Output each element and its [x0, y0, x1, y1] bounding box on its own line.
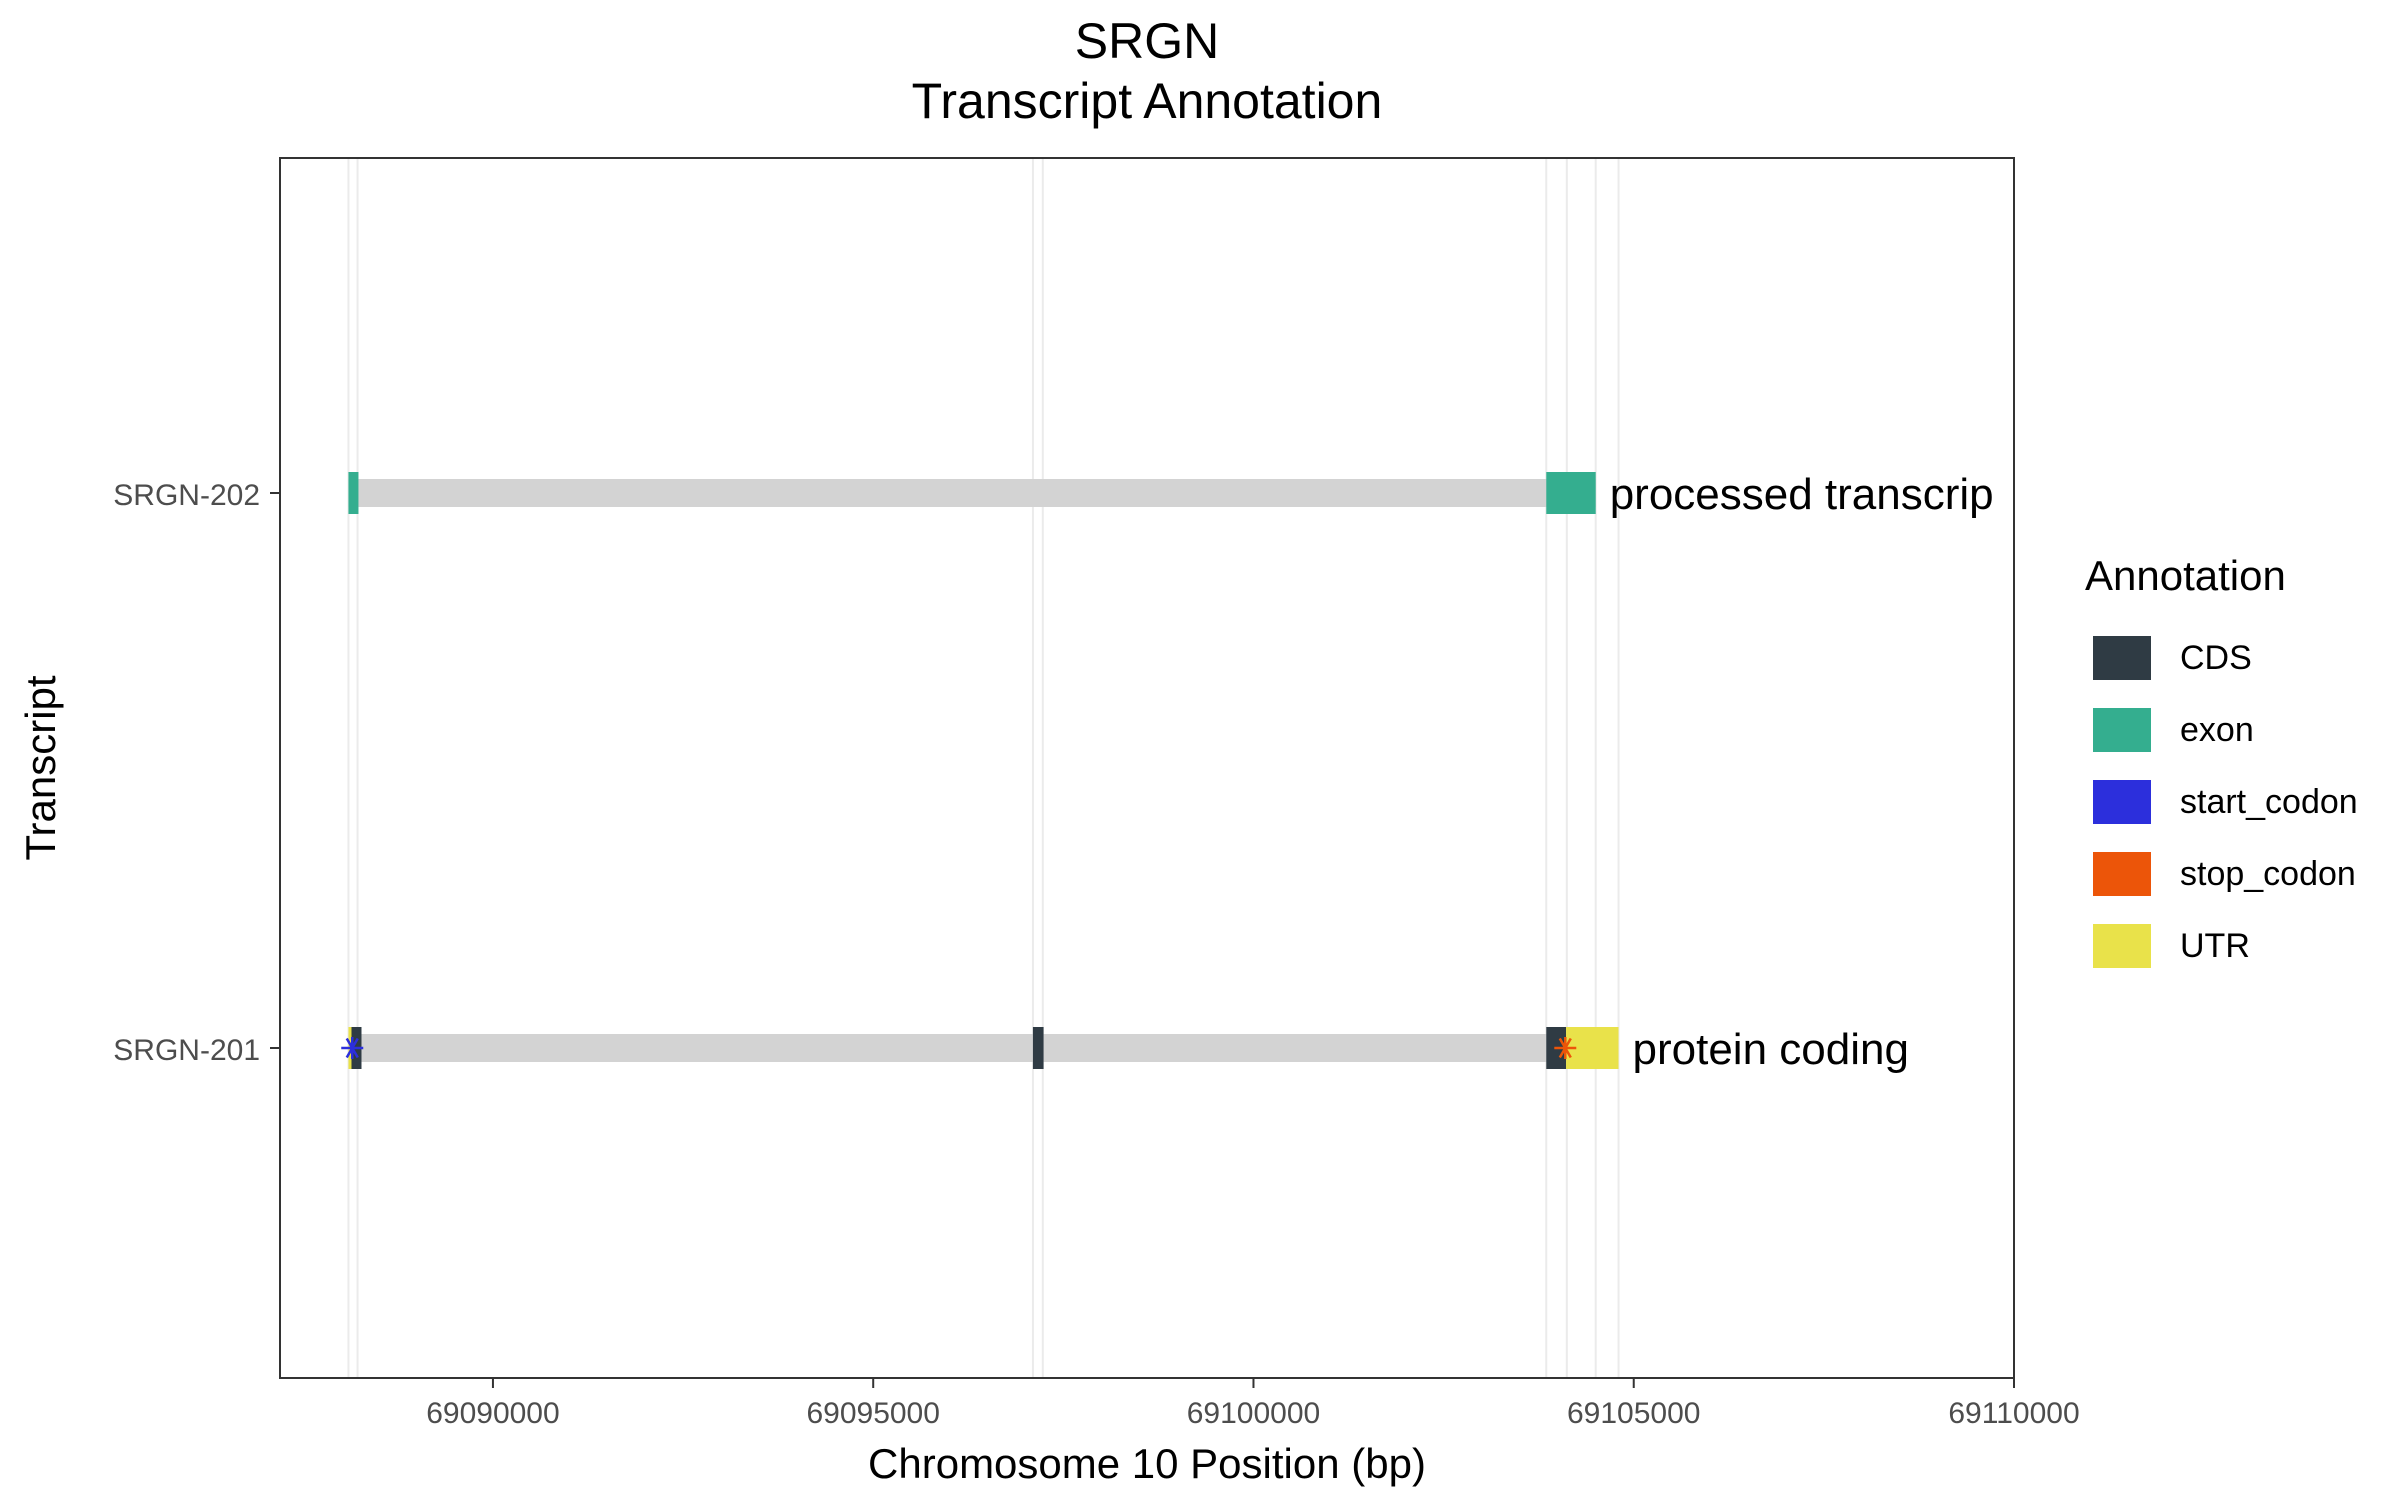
legend-swatch-stop-codon [2093, 852, 2151, 896]
grid-lines [347, 158, 1620, 1378]
feature-cds [1032, 1027, 1044, 1069]
y-tick-label: SRGN-201 [113, 1034, 260, 1067]
chart-title: SRGN [1075, 13, 1219, 69]
legend-title: Annotation [2085, 552, 2286, 599]
legend-swatch-cds [2093, 636, 2151, 680]
legend-label-utr: UTR [2180, 927, 2250, 965]
transcript-biotype-label: processed transcrip [1610, 470, 1994, 519]
legend-swatch-utr [2093, 924, 2151, 968]
intron-lines [348, 479, 1619, 1062]
x-axis-title: Chromosome 10 Position (bp) [868, 1440, 1426, 1487]
x-tick-label: 69105000 [1567, 1397, 1700, 1430]
x-tick-label: 69100000 [1187, 1397, 1320, 1430]
x-axis: 69090000 69095000 69100000 69105000 69110000 [426, 1378, 2080, 1430]
transcript-biotype-label: protein coding [1633, 1025, 1909, 1074]
legend: Annotation CDS exon start_codon stop_codon U… [2085, 552, 2358, 968]
legend-label-start-codon: start_codon [2180, 783, 2358, 821]
legend-swatch-start-codon [2093, 780, 2151, 824]
feature-exon [348, 472, 359, 514]
biotype-labels: processed transcrip protein coding [1610, 470, 1994, 1074]
x-tick-label: 69095000 [806, 1397, 939, 1430]
start-codon-marker [341, 1037, 364, 1059]
y-axis-title: Transcript [17, 675, 64, 860]
plot-panel-border [279, 157, 2015, 1379]
legend-label-exon: exon [2180, 711, 2254, 749]
y-axis: SRGN-202 SRGN-201 [113, 479, 280, 1067]
feature-exon [1546, 472, 1596, 514]
y-tick-label: SRGN-202 [113, 479, 260, 512]
chart-subtitle: Transcript Annotation [912, 73, 1383, 129]
stop-codon-marker [1554, 1037, 1577, 1059]
x-tick-label: 69110000 [1948, 1397, 2079, 1430]
legend-label-cds: CDS [2180, 639, 2252, 677]
x-tick-label: 69090000 [426, 1397, 559, 1430]
legend-label-stop-codon: stop_codon [2180, 855, 2356, 893]
legend-swatch-exon [2093, 708, 2151, 752]
codon-markers [341, 1037, 1577, 1059]
